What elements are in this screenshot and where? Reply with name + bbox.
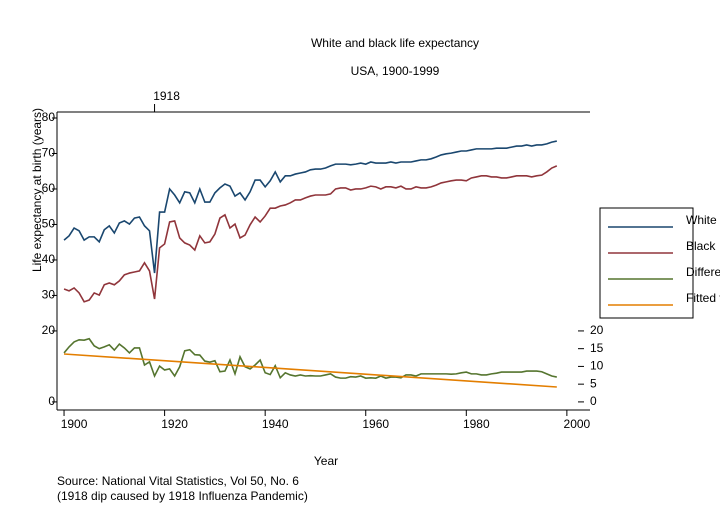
legend-label: Black: [686, 239, 716, 253]
series-line: [63, 140, 557, 274]
series-line: [63, 353, 557, 388]
source-note: (1918 dip caused by 1918 Influenza Pande…: [57, 489, 308, 503]
chart-title: White and black life expectancy: [311, 36, 479, 50]
legend-box: [599, 207, 694, 319]
x-tick-label: 1920: [161, 417, 188, 431]
y-tick-label: 0: [48, 394, 55, 408]
legend-label: Fitted values: [686, 291, 720, 305]
x-tick-label: 1980: [463, 417, 490, 431]
y2-tick-label: 15: [590, 341, 604, 355]
y2-tick-label: 20: [590, 323, 604, 337]
y-tick-label: 80: [42, 110, 56, 124]
y-tick-label: 70: [42, 146, 56, 160]
y-tick-label: 50: [42, 217, 56, 231]
x-tick-label: 1940: [262, 417, 289, 431]
y-tick-label: 20: [42, 323, 56, 337]
y-tick-label: 60: [42, 181, 56, 195]
y2-tick-label: 5: [590, 376, 597, 390]
source-note: Source: National Vital Statistics, Vol 5…: [57, 474, 299, 488]
legend-label: Difference: [686, 265, 720, 279]
x-tick-label: 1900: [61, 417, 88, 431]
series-line: [63, 165, 558, 303]
y-tick-label: 30: [42, 288, 56, 302]
y2-tick-label: 0: [590, 394, 597, 408]
y-tick-label: 40: [42, 252, 56, 266]
chart-subtitle: USA, 1900-1999: [351, 64, 440, 78]
x2-tick-label: 1918: [153, 89, 180, 103]
x-tick-label: 2000: [564, 417, 591, 431]
y2-tick-label: 10: [590, 359, 604, 373]
y-axis-label: Life expectancy at birth (years): [30, 108, 44, 272]
legend-label: White: [686, 213, 717, 227]
series-line: [63, 337, 557, 380]
x-axis-label: Year: [314, 454, 338, 468]
x-tick-label: 1960: [362, 417, 389, 431]
